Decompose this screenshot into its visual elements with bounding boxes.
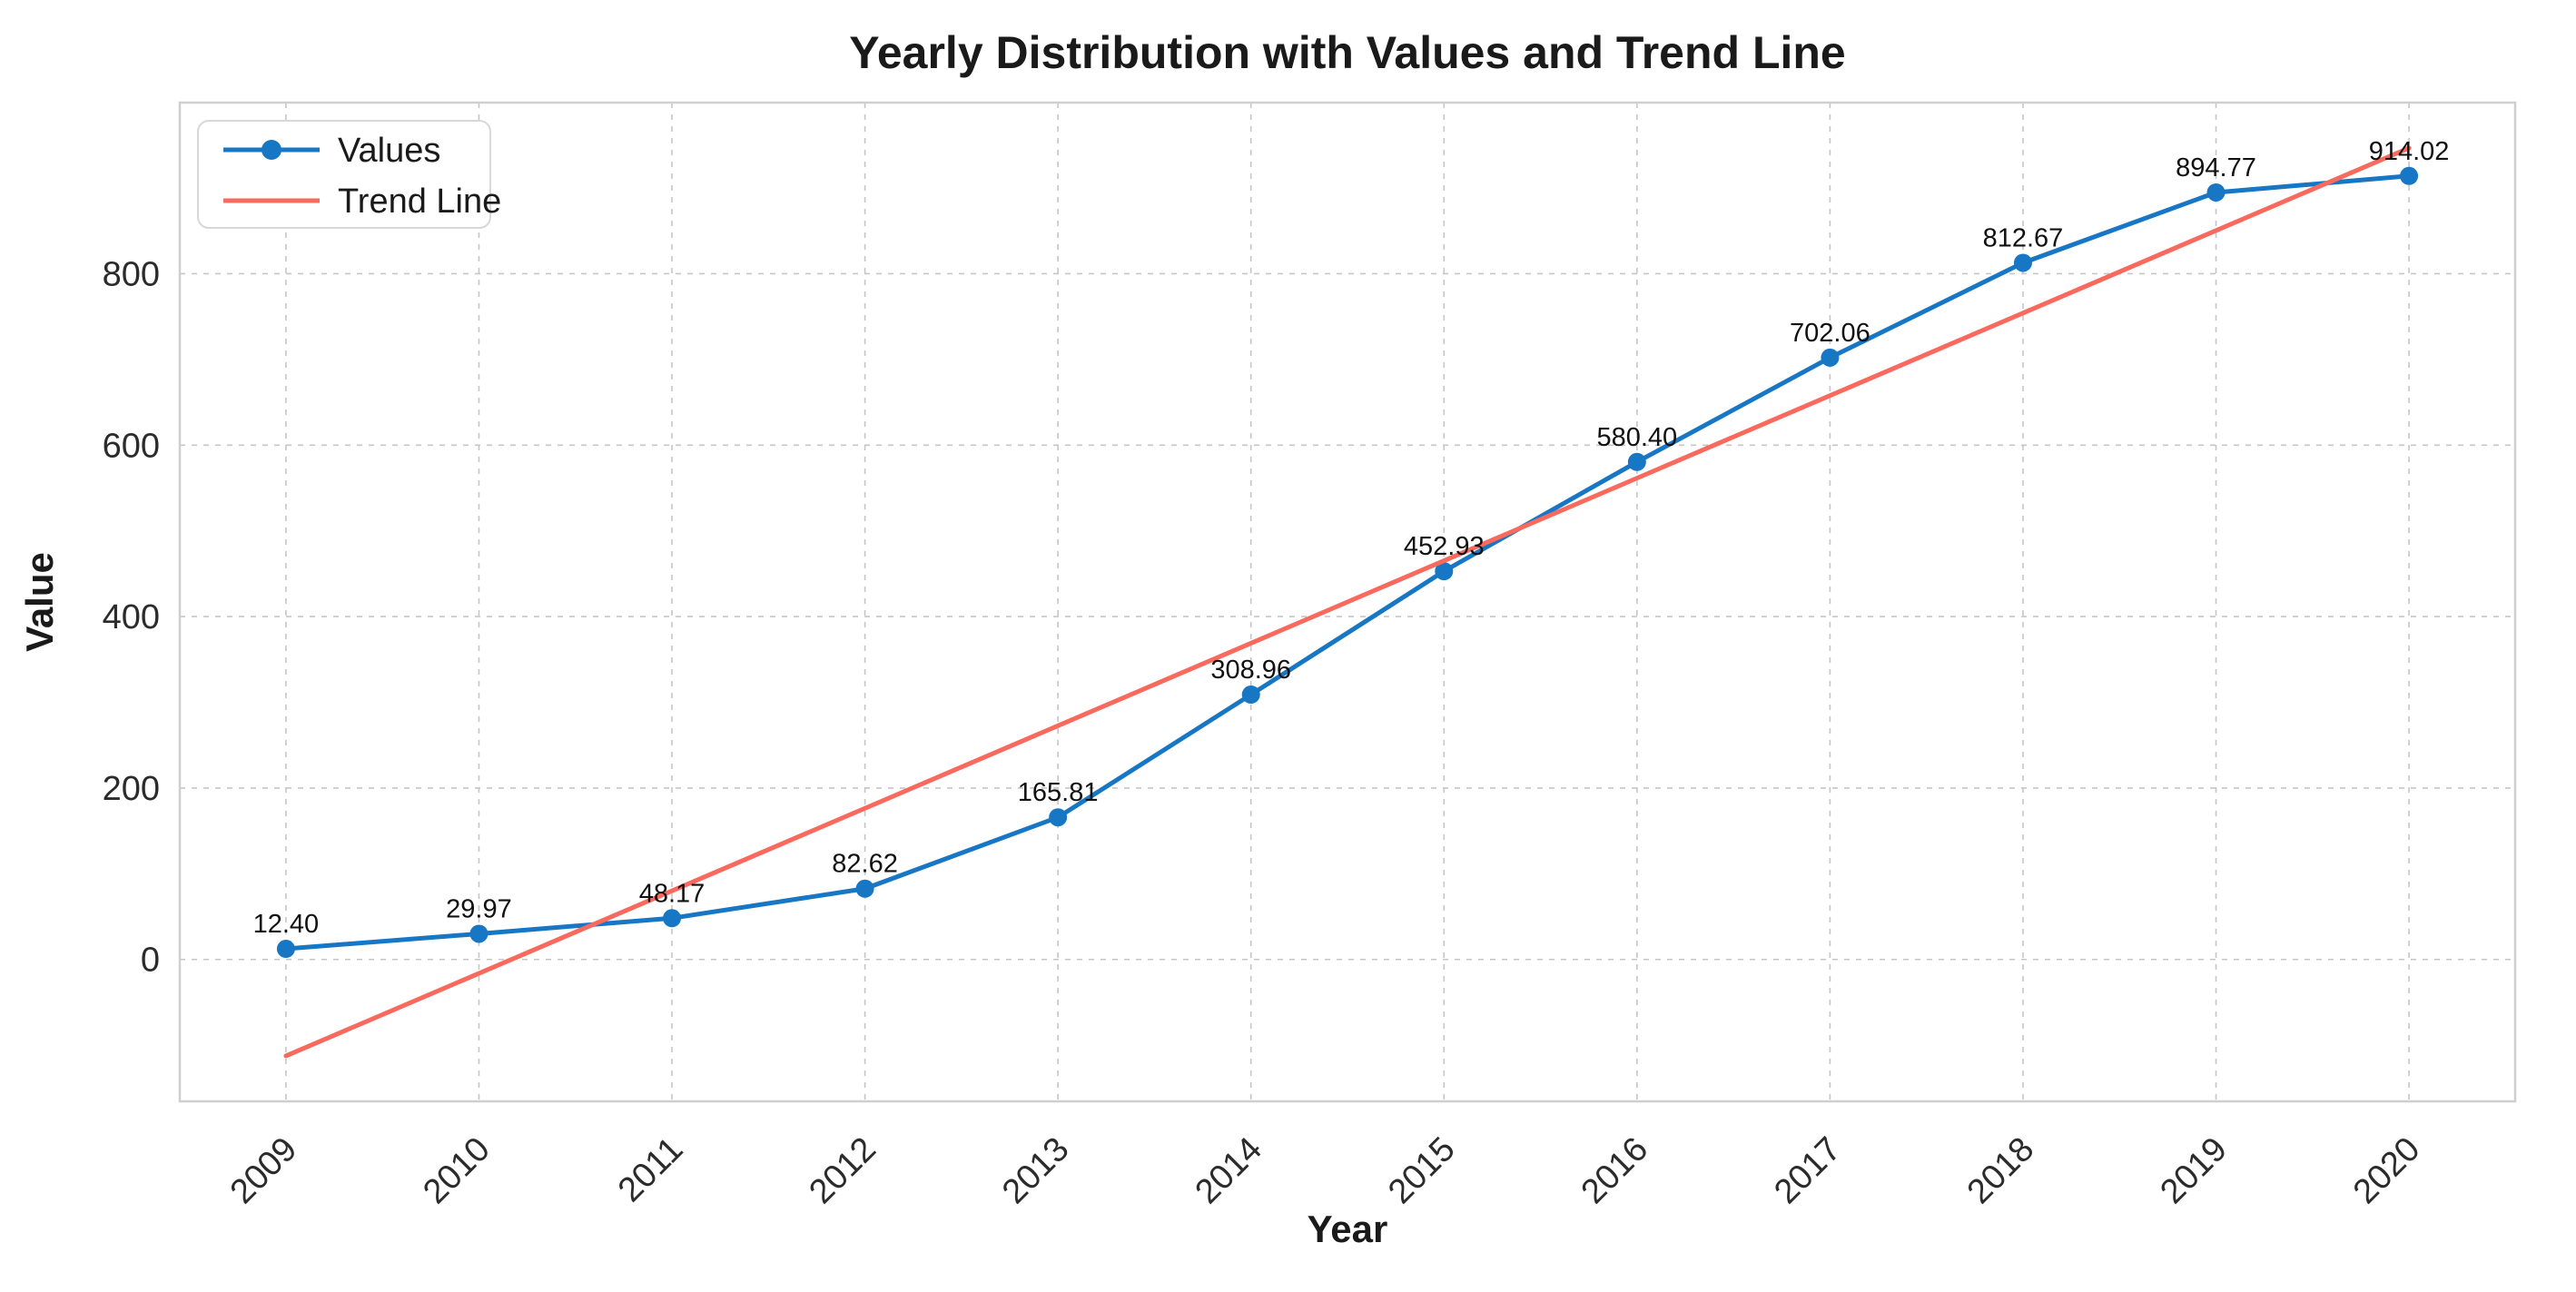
x-tick-label: 2013: [995, 1130, 1076, 1211]
data-point-label: 702.06: [1790, 319, 1870, 348]
point-label-layer: 12.40 29.97 48.17 82.62 165.81 308.96 452.93 58…: [253, 137, 2450, 939]
data-point-label: 452.93: [1404, 532, 1485, 561]
x-tick-label: 2014: [1189, 1130, 1269, 1211]
legend-label-values: Values: [338, 132, 440, 170]
legend-sample-values-marker: [262, 140, 281, 160]
data-point-label: 914.02: [2369, 137, 2450, 166]
data-point-label: 165.81: [1018, 778, 1099, 807]
data-point-marker: [2013, 253, 2032, 272]
data-point-label: 894.77: [2176, 153, 2256, 182]
data-point-marker: [2206, 182, 2226, 202]
y-tick-label: 400: [103, 598, 160, 636]
series-layer: [276, 145, 2419, 1059]
x-tick-label: 2017: [1767, 1130, 1848, 1211]
data-point-marker: [663, 909, 682, 928]
y-axis-title: Value: [18, 552, 61, 652]
data-point-label: 580.40: [1596, 423, 1677, 452]
x-tick-label: 2020: [2346, 1130, 2427, 1211]
y-tick-label: 600: [103, 427, 160, 465]
data-point-marker: [1627, 452, 1646, 471]
x-tick-label: 2012: [802, 1130, 883, 1211]
x-tick-label: 2011: [611, 1130, 690, 1209]
y-tick-label: 800: [103, 255, 160, 293]
x-tick-label: 2018: [1960, 1130, 2041, 1211]
data-point-marker: [1821, 348, 1840, 367]
data-point-label: 812.67: [1983, 223, 2064, 252]
data-point-label: 12.40: [253, 910, 320, 939]
x-tick-label: 2015: [1381, 1130, 1462, 1211]
data-point-label: 48.17: [639, 879, 706, 908]
legend-label-trend: Trend Line: [338, 182, 501, 221]
legend: Values Trend Line: [197, 120, 501, 229]
x-axis-title: Year: [1308, 1208, 1388, 1250]
values-line: [283, 173, 2412, 952]
data-point-label: 82.62: [832, 850, 898, 879]
trend-line: [283, 145, 2412, 1059]
data-point-label: 29.97: [446, 894, 512, 923]
data-point-marker: [1435, 562, 1454, 581]
x-tick-label: 2009: [223, 1130, 304, 1211]
x-tick-label: 2010: [416, 1130, 497, 1211]
y-tick-label: 0: [141, 942, 160, 980]
data-point-marker: [276, 940, 295, 959]
data-point-marker: [1241, 685, 1260, 705]
data-point-marker: [855, 879, 874, 898]
tick-layer: 0 200 400 600 800 2009 2010 2011 2012 2013 2014 201…: [103, 255, 2428, 1211]
data-point-marker: [1049, 808, 1068, 827]
data-point-marker: [469, 924, 489, 943]
plot-frame: [178, 101, 2517, 1103]
x-tick-label: 2016: [1574, 1130, 1655, 1211]
chart-title: Yearly Distribution with Values and Tren…: [849, 27, 1845, 78]
data-point-marker: [2400, 166, 2419, 185]
data-point-label: 308.96: [1210, 656, 1291, 685]
y-tick-label: 200: [103, 770, 160, 808]
x-tick-label: 2019: [2153, 1130, 2234, 1211]
